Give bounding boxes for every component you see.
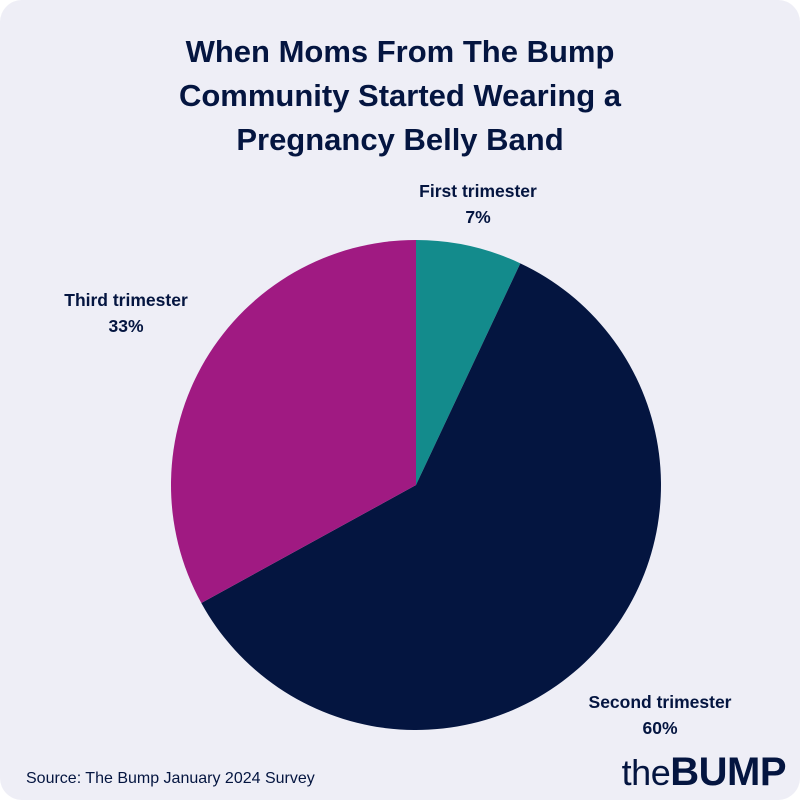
slice-category-label: First trimester [419,181,537,201]
slice-label-first-trimester: First trimester 7% [419,181,537,227]
chart-title-line-3: Pregnancy Belly Band [236,122,564,157]
slice-label-second-trimester: Second trimester 60% [589,692,732,738]
pie-slice-first-trimester [416,240,521,485]
slice-category-label: Second trimester [589,692,732,712]
chart-title: When Moms From The Bump Community Starte… [40,30,760,162]
slice-value-label: 60% [642,718,677,738]
chart-title-line-1: When Moms From The Bump [185,34,615,69]
slice-value-label: 33% [108,316,143,336]
source-note: Source: The Bump January 2024 Survey [26,770,315,787]
logo-prefix: the [621,752,671,793]
pie-slice-second-trimester [201,263,661,730]
slice-label-third-trimester: Third trimester 33% [64,290,188,336]
logo-brand: BUMP [670,750,786,794]
chart-title-line-2: Community Started Wearing a [178,78,622,113]
the-bump-logo: theBUMP [621,750,787,800]
slice-value-label: 7% [465,207,491,227]
pie-slice-third-trimester [170,239,416,604]
slice-category-label: Third trimester [64,290,188,310]
